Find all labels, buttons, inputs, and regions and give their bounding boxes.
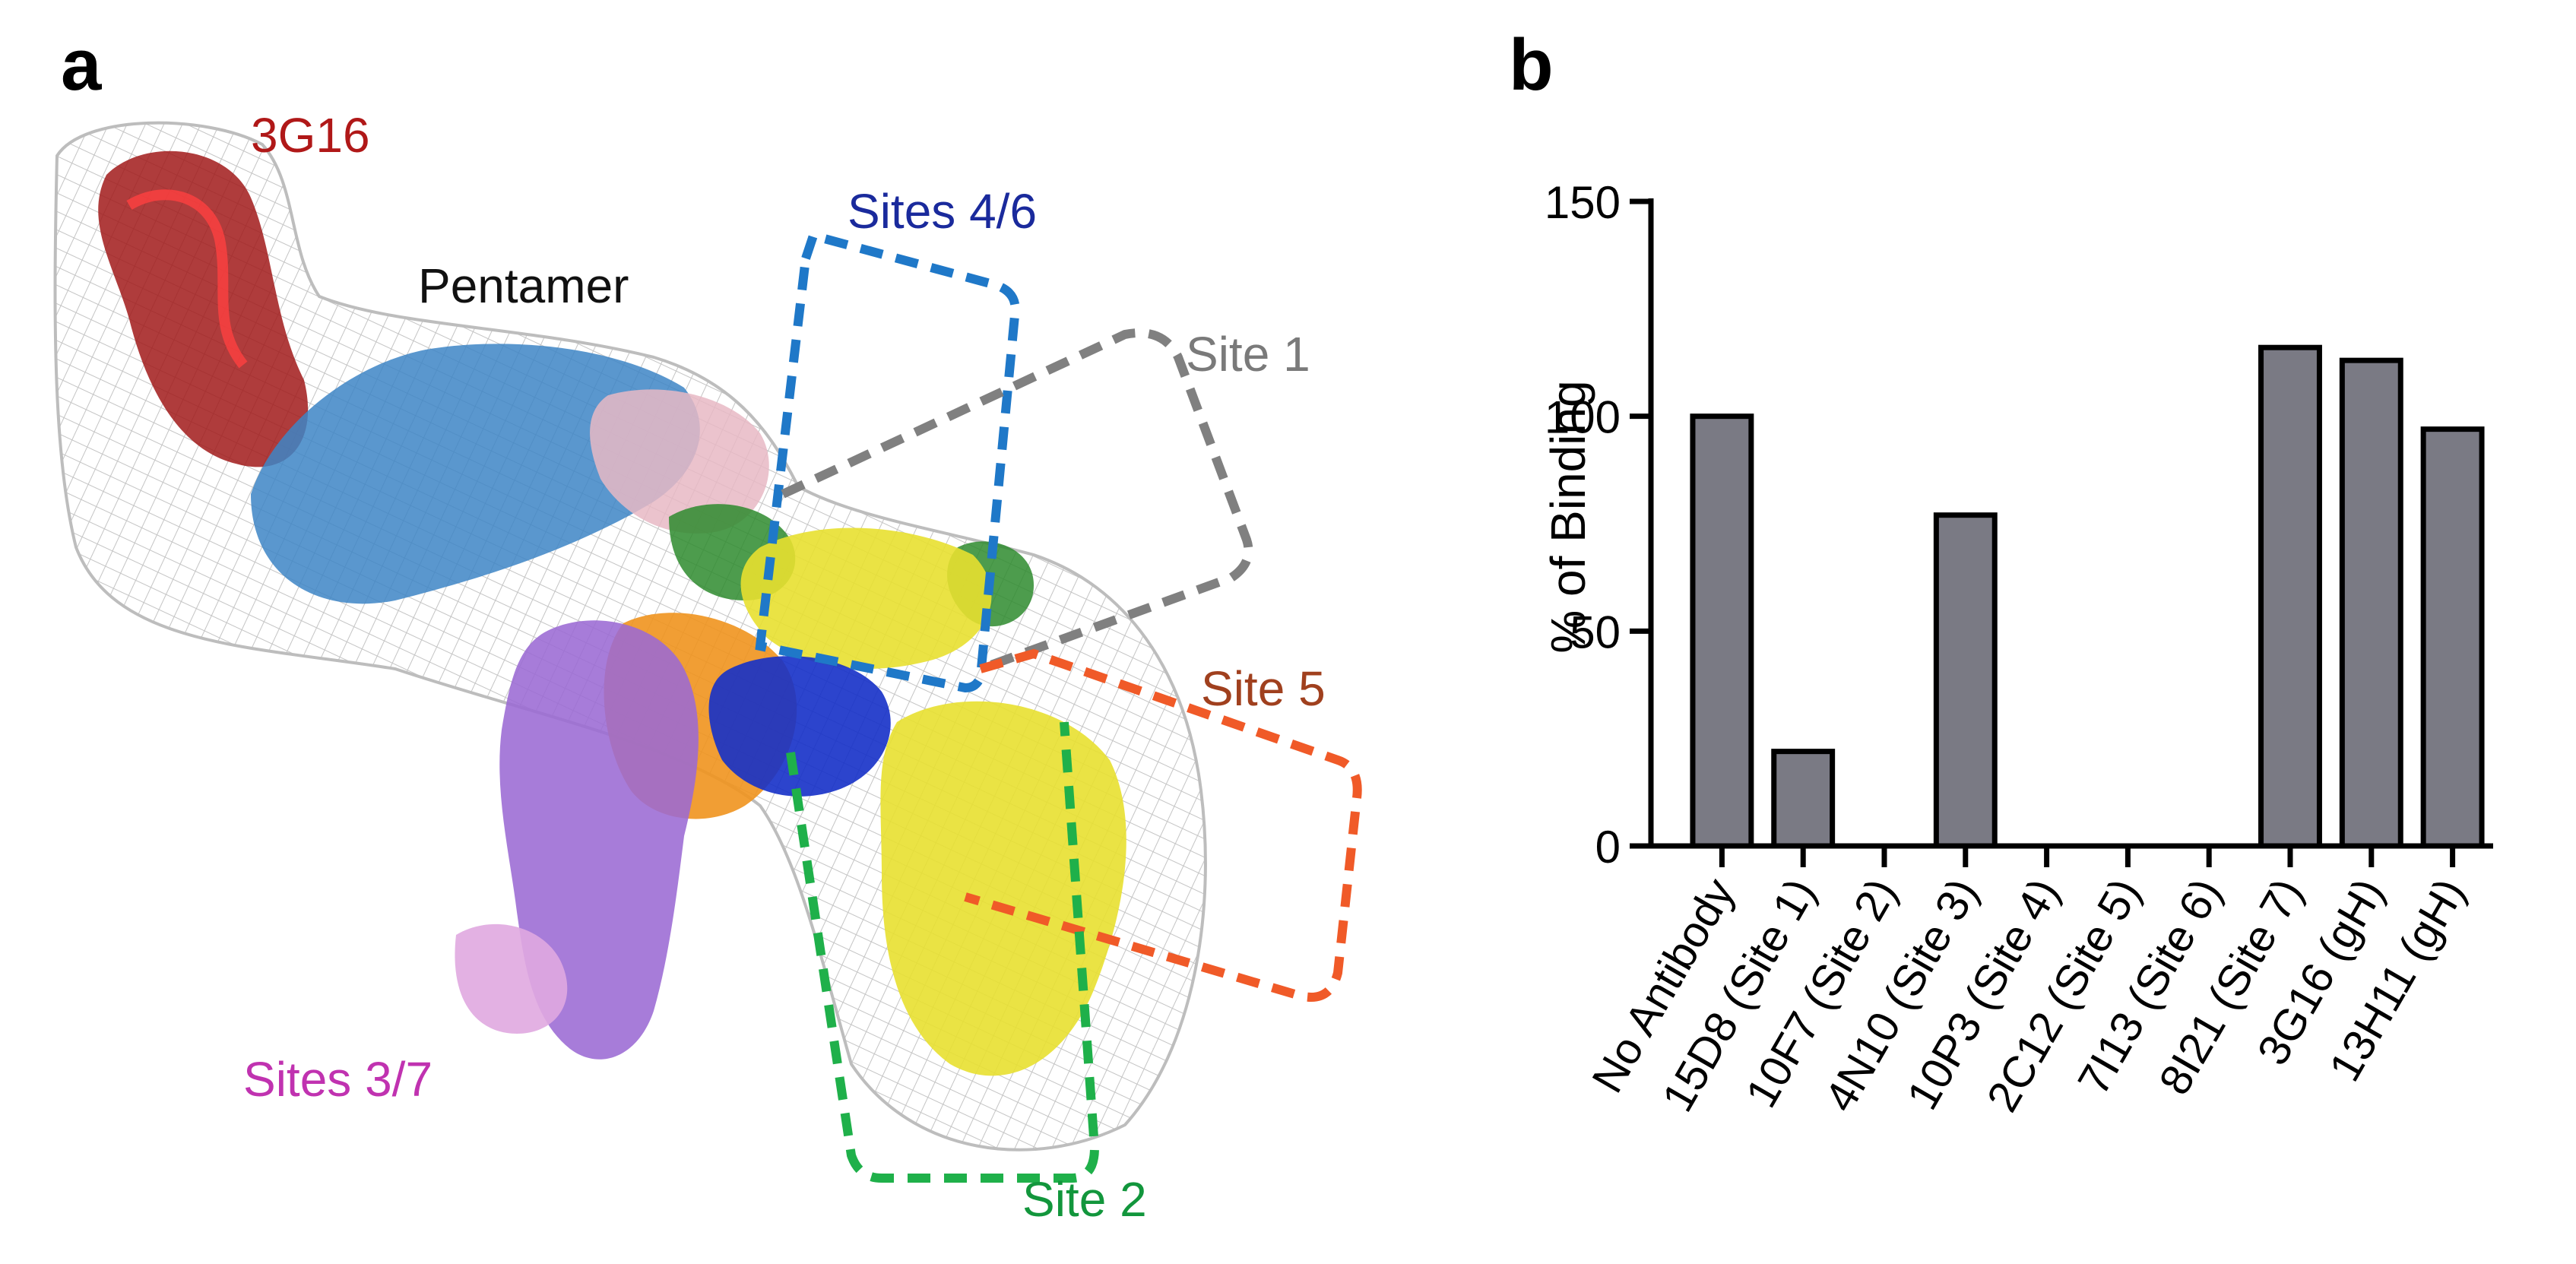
gh-domain-blue bbox=[251, 344, 700, 604]
sites-4-6-box bbox=[755, 230, 1020, 693]
y-axis-label: % of Binding bbox=[1541, 380, 1595, 653]
panel-letter-b: b bbox=[1509, 24, 1554, 106]
label-pentamer: Pentamer bbox=[418, 258, 629, 313]
structure-figure: a bbox=[53, 24, 1362, 1227]
gl-domain-pink bbox=[590, 389, 769, 534]
antibody-3g16-domain bbox=[98, 150, 309, 467]
y-tick-label: 150 bbox=[1545, 177, 1621, 228]
fab-domain-purple bbox=[455, 620, 699, 1060]
label-site-2: Site 2 bbox=[1022, 1172, 1147, 1227]
ul131-domain-darkblue bbox=[708, 656, 891, 797]
panel-a: a bbox=[53, 24, 1362, 1227]
bars bbox=[1690, 344, 2485, 849]
binding-bar-chart: b % of Binding 0 50 100 150 No Antibody15D8… bbox=[1509, 24, 2493, 1120]
bar bbox=[1771, 749, 1836, 849]
y-tick-label: 100 bbox=[1545, 392, 1621, 443]
label-sites-4-6: Sites 4/6 bbox=[848, 184, 1037, 239]
bar bbox=[2420, 426, 2485, 849]
label-sites-3-7: Sites 3/7 bbox=[243, 1052, 433, 1107]
site-2-box bbox=[786, 721, 1100, 1183]
site-1-box bbox=[781, 328, 1253, 673]
label-site-1: Site 1 bbox=[1186, 327, 1310, 382]
y-ticks: 0 50 100 150 bbox=[1545, 177, 1651, 873]
panel-b: b % of Binding 0 50 100 150 No Antibody 15D8… bbox=[1482, 0, 2576, 1260]
site-boxes bbox=[755, 230, 1362, 1183]
label-site-5: Site 5 bbox=[1201, 661, 1326, 716]
bar bbox=[1690, 413, 1754, 849]
bar bbox=[1933, 512, 1998, 849]
bar bbox=[2339, 357, 2403, 849]
y-tick-label: 0 bbox=[1595, 822, 1621, 873]
site-5-box bbox=[964, 648, 1362, 1002]
label-3g16: 3G16 bbox=[251, 108, 370, 163]
bar bbox=[2258, 344, 2322, 849]
panel-letter-a: a bbox=[61, 24, 102, 106]
y-tick-label: 50 bbox=[1570, 607, 1621, 657]
